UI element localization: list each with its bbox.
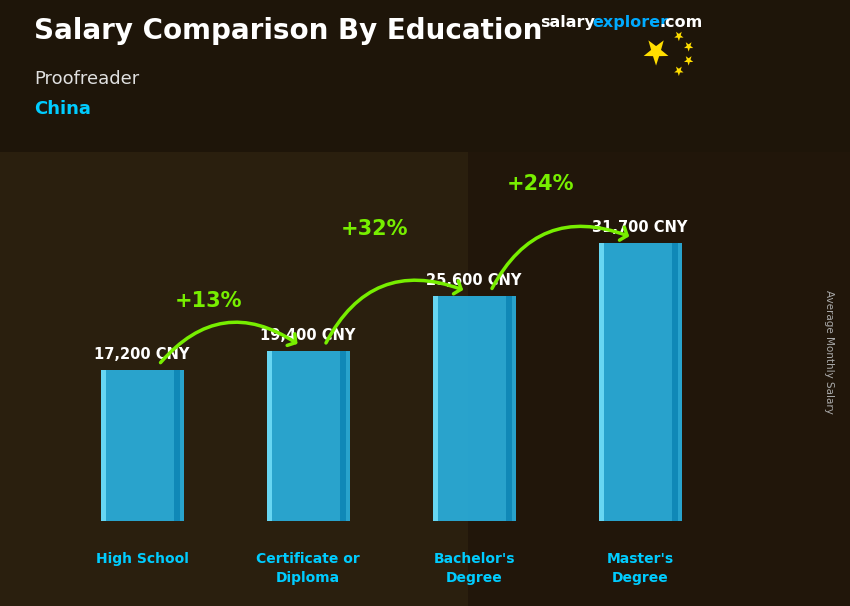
Text: +24%: +24%	[507, 175, 575, 195]
Text: Master's
Degree: Master's Degree	[607, 552, 674, 585]
Text: salary: salary	[540, 15, 595, 30]
Text: China: China	[34, 100, 91, 118]
FancyBboxPatch shape	[0, 0, 850, 152]
Bar	[672, 242, 678, 521]
Text: High School: High School	[96, 552, 189, 566]
Text: 17,200 CNY: 17,200 CNY	[94, 347, 190, 362]
Text: Average Monthly Salary: Average Monthly Salary	[824, 290, 834, 413]
Text: Bachelor's
Degree: Bachelor's Degree	[434, 552, 515, 585]
Bar	[340, 351, 346, 521]
Text: explorer: explorer	[592, 15, 669, 30]
Polygon shape	[684, 42, 694, 52]
Polygon shape	[674, 67, 683, 76]
Bar	[506, 296, 513, 521]
Text: Certificate or
Diploma: Certificate or Diploma	[256, 552, 360, 585]
Text: 25,600 CNY: 25,600 CNY	[427, 273, 522, 288]
Bar	[599, 242, 604, 521]
Text: 31,700 CNY: 31,700 CNY	[592, 220, 688, 235]
Bar	[598, 242, 682, 521]
Text: Proofreader: Proofreader	[34, 70, 139, 88]
Bar	[433, 296, 516, 521]
Text: Salary Comparison By Education: Salary Comparison By Education	[34, 17, 542, 45]
Bar	[268, 351, 272, 521]
Text: +13%: +13%	[175, 291, 242, 311]
Polygon shape	[684, 56, 694, 65]
FancyBboxPatch shape	[468, 152, 850, 606]
Polygon shape	[643, 41, 668, 65]
Bar	[100, 370, 184, 521]
Text: +32%: +32%	[341, 219, 408, 239]
Bar	[101, 370, 106, 521]
Text: .com: .com	[660, 15, 703, 30]
Polygon shape	[674, 32, 683, 41]
Bar	[173, 370, 180, 521]
Bar	[267, 351, 349, 521]
Text: 19,400 CNY: 19,400 CNY	[260, 328, 356, 343]
Bar	[434, 296, 439, 521]
